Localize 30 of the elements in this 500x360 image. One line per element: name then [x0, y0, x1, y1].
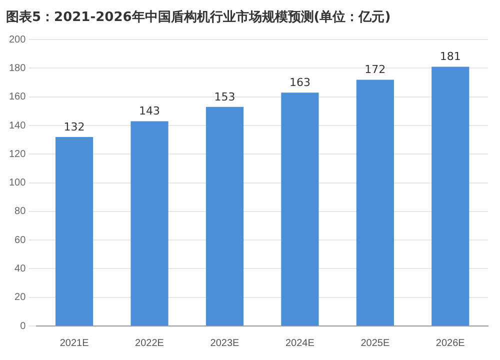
y-tick-label: 80 — [14, 206, 26, 218]
x-tick-label: 2022E — [135, 338, 164, 349]
data-label: 143 — [139, 104, 160, 118]
y-tick-label: 60 — [14, 234, 26, 246]
bar — [281, 92, 319, 326]
y-tick-label: 40 — [14, 263, 26, 274]
y-tick-label: 180 — [8, 62, 26, 74]
bar — [130, 121, 168, 326]
x-tick-label: 2021E — [60, 338, 90, 349]
bar — [55, 136, 94, 326]
x-tick-label: 2023E — [210, 338, 240, 349]
y-tick-label: 140 — [8, 120, 26, 132]
bar — [432, 66, 470, 326]
x-tick-label: 2024E — [285, 338, 315, 349]
data-label: 181 — [440, 50, 461, 64]
data-label: 132 — [64, 120, 85, 134]
x-tick-label: 2026E — [436, 338, 466, 349]
bar — [356, 80, 394, 326]
y-tick-label: 20 — [14, 292, 26, 304]
data-label: 172 — [364, 63, 386, 76]
data-label: 153 — [214, 90, 236, 104]
y-tick-label: 0 — [20, 320, 26, 332]
bar — [206, 106, 244, 326]
data-label: 163 — [289, 76, 310, 89]
y-tick-label: 120 — [8, 148, 26, 160]
chart-title: 图表5：2021-2026年中国盾构机行业市场规模预测(单位：亿元) — [6, 9, 391, 26]
y-tick-label: 200 — [8, 34, 26, 46]
x-tick-label: 2025E — [360, 338, 390, 349]
y-tick-label: 100 — [8, 178, 26, 189]
y-tick-label: 160 — [8, 92, 26, 103]
